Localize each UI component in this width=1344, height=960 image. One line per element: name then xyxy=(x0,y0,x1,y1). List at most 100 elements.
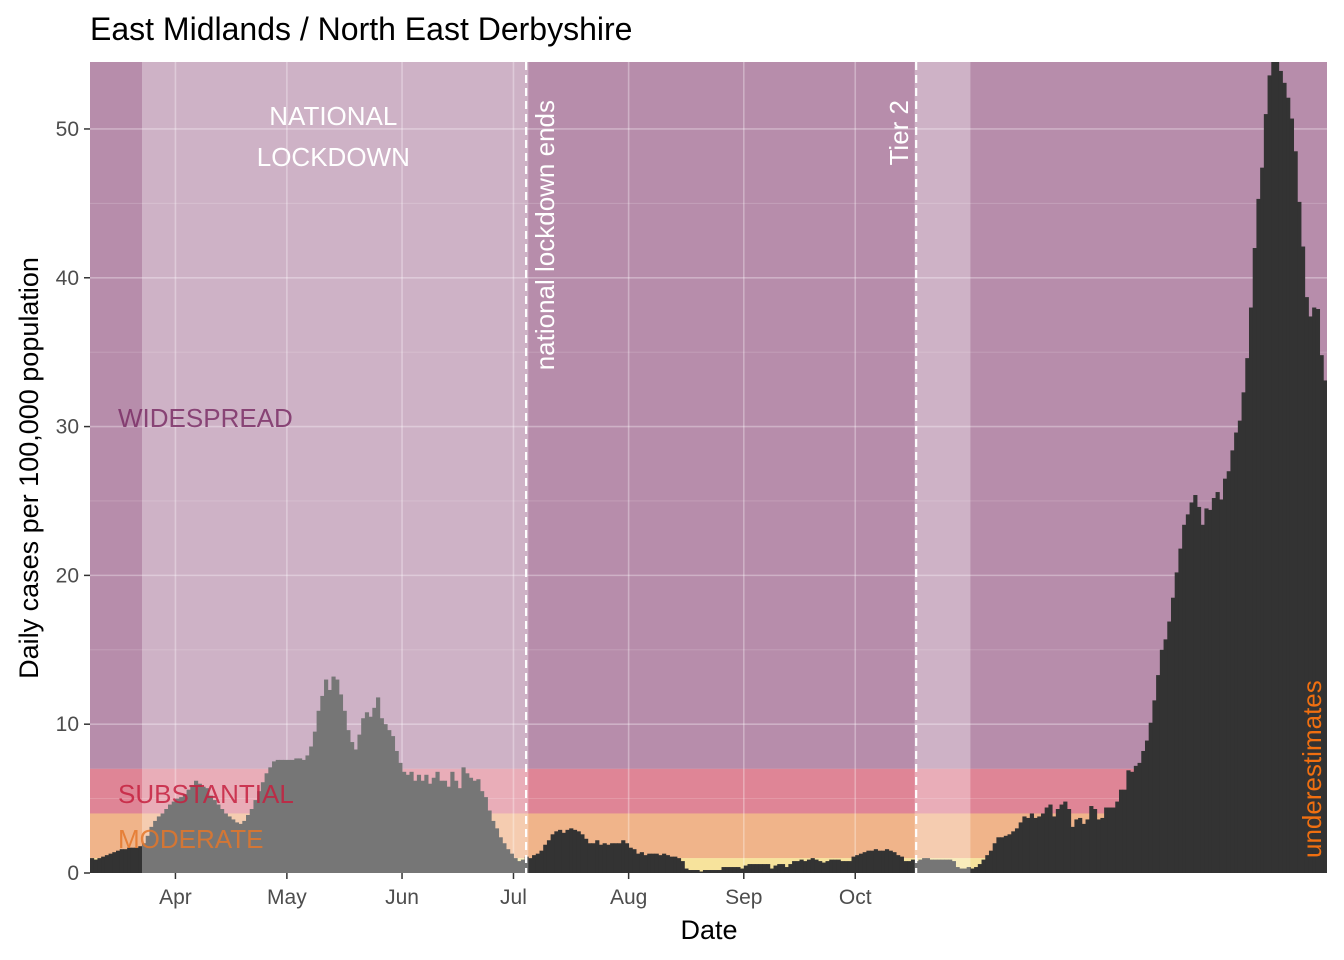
bar xyxy=(595,840,600,873)
bar xyxy=(840,861,845,873)
bar xyxy=(1037,816,1042,873)
bar xyxy=(1245,358,1250,873)
bar xyxy=(390,736,396,873)
bar xyxy=(364,712,370,873)
bar xyxy=(832,859,838,873)
x-tick-label: Sep xyxy=(725,886,762,909)
bar xyxy=(532,855,537,873)
bar xyxy=(335,679,340,873)
bar xyxy=(227,816,232,873)
bar xyxy=(398,762,403,873)
bar xyxy=(242,820,247,873)
bar xyxy=(717,870,722,873)
bar xyxy=(598,844,604,873)
bar xyxy=(966,867,971,873)
bar xyxy=(238,823,243,873)
bar xyxy=(751,864,756,873)
bar xyxy=(621,840,626,873)
y-tick-label: 40 xyxy=(56,267,79,290)
bar xyxy=(940,859,945,873)
bar xyxy=(624,843,630,873)
bar xyxy=(1081,823,1086,873)
bar xyxy=(695,870,700,873)
bar xyxy=(509,853,514,873)
bar xyxy=(301,759,306,873)
bar xyxy=(1085,819,1090,873)
bar xyxy=(977,864,982,873)
bar xyxy=(780,864,786,873)
bar xyxy=(1007,834,1012,873)
bar xyxy=(402,771,407,873)
chart-title: East Midlands / North East Derbyshire xyxy=(90,11,632,47)
bar xyxy=(205,788,210,873)
band-label-substantial: SUBSTANTIAL xyxy=(118,779,294,809)
bar xyxy=(658,855,663,873)
bar xyxy=(1000,837,1005,873)
bar xyxy=(216,804,221,873)
bar xyxy=(1052,816,1057,873)
bar xyxy=(383,724,388,873)
bar xyxy=(528,858,533,873)
bar xyxy=(1014,828,1020,873)
bar xyxy=(851,856,856,873)
bar xyxy=(461,767,466,873)
bar xyxy=(457,788,462,873)
bar xyxy=(1208,509,1213,873)
bar xyxy=(104,855,110,873)
bar xyxy=(253,800,258,873)
bar xyxy=(361,718,366,873)
bar xyxy=(1059,804,1064,873)
bar xyxy=(814,859,819,873)
bar xyxy=(454,780,459,873)
bar xyxy=(1267,75,1272,873)
bar xyxy=(186,789,191,873)
bar xyxy=(1137,762,1142,873)
bar xyxy=(1301,246,1306,873)
bar xyxy=(617,843,622,873)
bar xyxy=(1174,572,1179,873)
bar xyxy=(223,813,228,873)
bar xyxy=(955,867,960,873)
bar xyxy=(424,774,429,873)
bar xyxy=(550,834,555,873)
bar xyxy=(754,864,760,873)
bar xyxy=(257,791,262,873)
bar xyxy=(160,813,165,873)
bar xyxy=(669,856,674,873)
bar xyxy=(1040,813,1046,873)
bar xyxy=(1185,514,1190,873)
bar xyxy=(93,859,98,873)
bar xyxy=(1234,432,1239,873)
bar xyxy=(1107,807,1112,873)
bar xyxy=(208,795,214,873)
bar xyxy=(138,846,143,873)
bars xyxy=(90,62,1327,873)
bar xyxy=(1163,639,1168,873)
bar xyxy=(665,855,670,873)
plot-area: WIDESPREAD SUBSTANTIAL MODERATE NATIONAL LOC… xyxy=(90,62,1327,873)
bar xyxy=(1256,198,1261,873)
bar xyxy=(379,718,384,873)
bar xyxy=(416,774,422,873)
bar xyxy=(487,810,492,873)
bar xyxy=(974,867,979,873)
bar xyxy=(639,852,644,873)
bar xyxy=(773,865,778,873)
bar xyxy=(1241,392,1246,873)
bar xyxy=(918,859,923,873)
bar xyxy=(873,849,878,873)
bar xyxy=(1248,307,1254,873)
bar xyxy=(476,779,481,873)
bar xyxy=(1003,835,1008,873)
bar xyxy=(1055,809,1060,873)
bar xyxy=(888,850,893,873)
bar xyxy=(513,858,518,873)
bar xyxy=(286,759,292,873)
bar xyxy=(1159,649,1164,873)
bar xyxy=(539,850,544,873)
bar xyxy=(602,843,607,873)
bar xyxy=(472,780,477,873)
bar xyxy=(554,831,559,873)
bar xyxy=(316,710,321,873)
bar xyxy=(1289,118,1295,873)
